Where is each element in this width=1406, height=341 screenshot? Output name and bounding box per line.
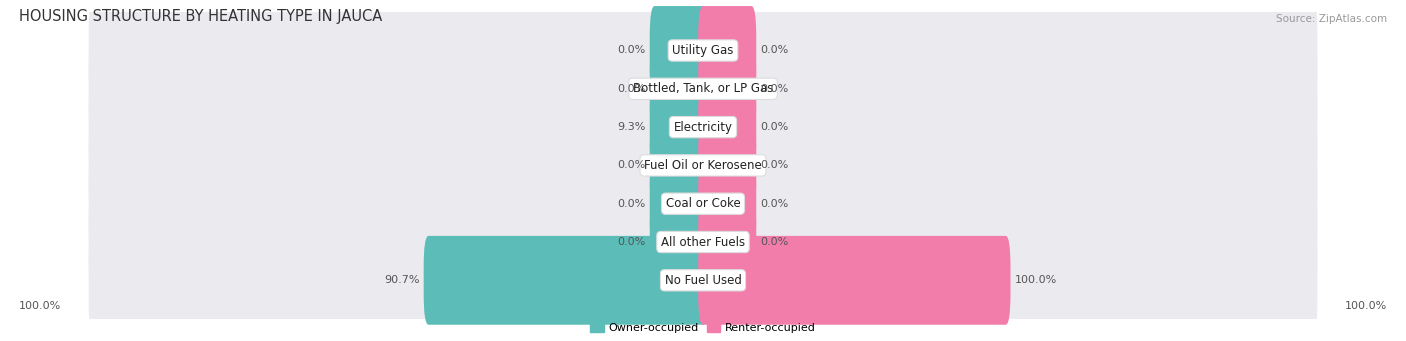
Text: Bottled, Tank, or LP Gas: Bottled, Tank, or LP Gas	[633, 82, 773, 95]
Text: All other Fuels: All other Fuels	[661, 236, 745, 249]
FancyBboxPatch shape	[89, 205, 1317, 341]
Text: No Fuel Used: No Fuel Used	[665, 274, 741, 287]
Text: 0.0%: 0.0%	[761, 84, 789, 94]
Text: 0.0%: 0.0%	[761, 160, 789, 170]
Text: 9.3%: 9.3%	[617, 122, 645, 132]
FancyBboxPatch shape	[650, 159, 707, 248]
FancyBboxPatch shape	[89, 90, 1317, 241]
Text: Electricity: Electricity	[673, 121, 733, 134]
Text: 0.0%: 0.0%	[617, 84, 645, 94]
Text: Source: ZipAtlas.com: Source: ZipAtlas.com	[1275, 14, 1386, 24]
Text: 100.0%: 100.0%	[20, 301, 62, 311]
Text: 0.0%: 0.0%	[617, 237, 645, 247]
Text: 0.0%: 0.0%	[761, 122, 789, 132]
FancyBboxPatch shape	[650, 44, 707, 133]
FancyBboxPatch shape	[699, 197, 756, 286]
Text: HOUSING STRUCTURE BY HEATING TYPE IN JAUCA: HOUSING STRUCTURE BY HEATING TYPE IN JAU…	[20, 9, 382, 24]
Text: 0.0%: 0.0%	[617, 160, 645, 170]
FancyBboxPatch shape	[699, 83, 756, 172]
FancyBboxPatch shape	[699, 236, 1011, 325]
Text: Fuel Oil or Kerosene: Fuel Oil or Kerosene	[644, 159, 762, 172]
FancyBboxPatch shape	[89, 0, 1317, 126]
Text: 90.7%: 90.7%	[384, 275, 419, 285]
FancyBboxPatch shape	[650, 6, 707, 95]
FancyBboxPatch shape	[699, 121, 756, 210]
Text: 0.0%: 0.0%	[761, 199, 789, 209]
FancyBboxPatch shape	[699, 159, 756, 248]
Text: 0.0%: 0.0%	[761, 45, 789, 56]
FancyBboxPatch shape	[650, 83, 707, 172]
Text: 100.0%: 100.0%	[1015, 275, 1057, 285]
FancyBboxPatch shape	[699, 6, 756, 95]
Text: Utility Gas: Utility Gas	[672, 44, 734, 57]
Text: 0.0%: 0.0%	[761, 237, 789, 247]
Text: 0.0%: 0.0%	[617, 45, 645, 56]
Legend: Owner-occupied, Renter-occupied: Owner-occupied, Renter-occupied	[586, 318, 820, 338]
FancyBboxPatch shape	[89, 13, 1317, 164]
FancyBboxPatch shape	[650, 197, 707, 286]
FancyBboxPatch shape	[89, 166, 1317, 317]
Text: 100.0%: 100.0%	[1344, 301, 1386, 311]
FancyBboxPatch shape	[89, 128, 1317, 279]
FancyBboxPatch shape	[89, 51, 1317, 203]
FancyBboxPatch shape	[699, 44, 756, 133]
Text: 0.0%: 0.0%	[617, 199, 645, 209]
Text: Coal or Coke: Coal or Coke	[665, 197, 741, 210]
FancyBboxPatch shape	[423, 236, 707, 325]
FancyBboxPatch shape	[650, 121, 707, 210]
